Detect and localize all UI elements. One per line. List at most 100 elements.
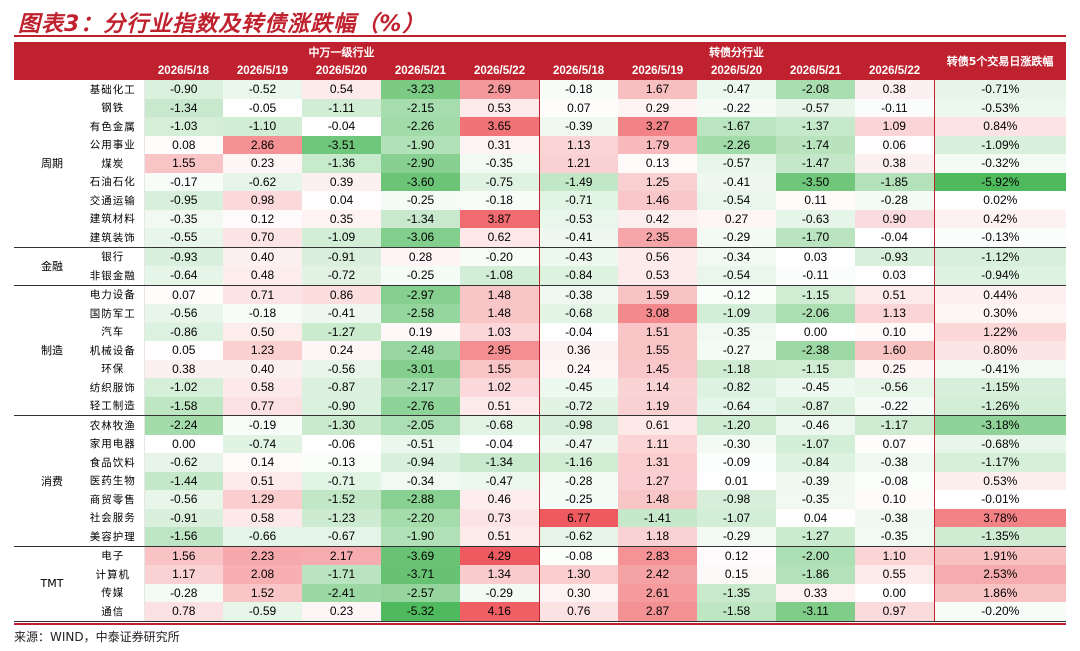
industry-label: 电子 <box>82 546 145 565</box>
source-note: 来源：WIND，中泰证券研究所 <box>14 630 180 644</box>
industry-label: 煤炭 <box>82 154 145 173</box>
index-change-cell: -1.90 <box>381 135 460 154</box>
index-change-cell: -0.67 <box>302 527 381 547</box>
index-change-cell: -0.25 <box>381 266 460 286</box>
bond-change-cell: 0.55 <box>855 565 935 584</box>
index-change-cell: 0.46 <box>460 490 540 509</box>
bond-change-cell: -0.41 <box>697 172 777 191</box>
header-date: 2026/5/20 <box>302 61 381 80</box>
bond-change-cell: 0.76 <box>538 602 619 622</box>
index-change-cell: -0.25 <box>381 191 460 210</box>
index-change-cell: -0.18 <box>460 191 540 210</box>
industry-label: 基础化工 <box>82 80 145 99</box>
index-change-cell: -2.90 <box>381 154 460 173</box>
table-row: 传媒 -0.28 1.52 -2.41 -2.57 -0.29 0.30 2.61 -1.35 0… <box>14 583 1067 602</box>
industry-label: 纺织服饰 <box>82 378 145 397</box>
bond-change-cell: 0.30 <box>538 583 619 602</box>
index-change-cell: -0.20 <box>460 247 540 266</box>
bond-change-cell: -1.67 <box>697 117 777 136</box>
bond-change-cell: 0.33 <box>776 583 856 602</box>
table-row: 金融 银行 -0.93 0.40 -0.91 0.28 -0.20 -0.43 0.56 -0.3… <box>14 247 1067 286</box>
week-change-cell: 0.53% <box>933 471 1067 490</box>
index-change-cell: 2.23 <box>223 546 302 565</box>
industry-label: 轻工制造 <box>82 396 145 416</box>
index-change-cell: -0.94 <box>381 453 460 472</box>
bond-change-cell: -0.25 <box>538 490 619 509</box>
index-change-cell: 0.05 <box>144 341 223 360</box>
bond-change-cell: 2.83 <box>618 546 698 565</box>
sector-label: 消费 <box>22 415 82 547</box>
bond-change-cell: -0.93 <box>855 247 935 266</box>
index-change-cell: -2.41 <box>302 583 381 602</box>
industry-label: 石油石化 <box>82 172 145 191</box>
index-change-cell: 1.03 <box>460 322 540 341</box>
table-row: 食品饮料 -0.62 0.14 -0.13 -0.94 -1.34 -1.16 1.31 -0.… <box>14 453 1067 472</box>
week-change-cell: 2.53% <box>933 565 1067 584</box>
bond-change-cell: 1.10 <box>855 546 935 565</box>
week-change-cell: -1.35% <box>933 527 1067 547</box>
index-change-cell: 2.95 <box>460 341 540 360</box>
bond-change-cell: 0.29 <box>618 98 698 117</box>
index-change-cell: 0.86 <box>302 285 381 304</box>
index-change-cell: 0.58 <box>223 508 302 527</box>
index-change-cell: -3.69 <box>381 546 460 565</box>
index-change-cell: -0.17 <box>144 172 223 191</box>
index-change-cell: -0.62 <box>223 172 302 191</box>
bond-change-cell: -0.18 <box>538 80 619 99</box>
index-change-cell: -1.10 <box>223 117 302 136</box>
index-change-cell: 0.24 <box>302 341 381 360</box>
industry-label: 公用事业 <box>82 135 145 154</box>
bond-change-cell: -0.98 <box>697 490 777 509</box>
index-change-cell: -1.34 <box>144 98 223 117</box>
row-tick <box>14 191 22 210</box>
bond-change-cell: -1.07 <box>697 508 777 527</box>
bond-change-cell: -0.45 <box>538 378 619 397</box>
table-container: 中万一级行业 转债分行业 转债5个交易日涨跌幅 2026/5/18 2026/5… <box>14 42 1067 622</box>
bond-change-cell: -1.20 <box>697 415 777 435</box>
index-change-cell: 0.51 <box>223 471 302 490</box>
bond-change-cell: -0.39 <box>538 117 619 136</box>
bond-change-cell: -0.11 <box>776 266 856 286</box>
bond-change-cell: -1.85 <box>855 172 935 191</box>
bond-change-cell: -0.11 <box>855 98 935 117</box>
bond-change-cell: -0.38 <box>855 453 935 472</box>
bond-change-cell: -0.82 <box>697 378 777 397</box>
table-row: 有色金属 -1.03 -1.10 -0.04 -2.26 3.65 -0.39 3.27 -1.… <box>14 117 1067 136</box>
index-change-cell: 0.31 <box>460 135 540 154</box>
bond-change-cell: -0.28 <box>538 471 619 490</box>
bond-change-cell: 1.59 <box>618 285 698 304</box>
bond-change-cell: -1.07 <box>776 434 856 453</box>
bond-change-cell: -1.15 <box>776 285 856 304</box>
industry-label: 电力设备 <box>82 285 145 304</box>
week-change-cell: -0.94% <box>933 266 1067 286</box>
bond-change-cell: -0.34 <box>697 247 777 266</box>
table-row: 非银金融 -0.64 0.48 -0.72 -0.25 -1.08 -0.84 0.53 -0.… <box>14 266 1067 286</box>
index-change-cell: -0.04 <box>302 117 381 136</box>
row-tick <box>14 490 22 509</box>
bond-change-cell: 0.38 <box>855 154 935 173</box>
row-tick <box>14 285 22 304</box>
table-row: 通信 0.78 -0.59 0.23 -5.32 4.16 0.76 2.87 -1.58 -3.… <box>14 602 1067 622</box>
bond-change-cell: -1.16 <box>538 453 619 472</box>
table-row: 交通运输 -0.95 0.98 0.04 -0.25 -0.18 -0.71 1.46 -0.5… <box>14 191 1067 210</box>
bond-change-cell: 3.27 <box>618 117 698 136</box>
bond-change-cell: 0.15 <box>697 565 777 584</box>
bond-change-cell: -0.64 <box>697 396 777 416</box>
table-row: 国防军工 -0.56 -0.18 -0.41 -2.58 1.48 -0.68 3.08 -1.… <box>14 304 1067 323</box>
bond-change-cell: 1.19 <box>618 396 698 416</box>
title-bar: 图表3：分行业指数及转债涨跌幅（%） <box>0 0 1080 37</box>
row-tick <box>14 323 22 342</box>
header-date: 2026/5/19 <box>223 61 302 80</box>
bond-change-cell: 0.90 <box>855 209 935 228</box>
table-row: 美容护理 -1.56 -0.66 -0.67 -1.90 0.51 -0.62 1.18 -0.… <box>14 527 1067 547</box>
index-change-cell: 1.02 <box>460 378 540 397</box>
header-blank <box>14 61 144 80</box>
bond-change-cell: -0.62 <box>538 527 619 547</box>
row-tick <box>14 396 22 416</box>
row-tick <box>14 247 22 266</box>
row-tick <box>14 527 22 547</box>
week-change-cell: -0.68% <box>933 434 1067 453</box>
table-row: 机械设备 0.05 1.23 0.24 -2.48 2.95 0.36 1.55 -0.27 -2… <box>14 341 1067 360</box>
week-change-cell: 0.42% <box>933 209 1067 228</box>
week-change-cell: -0.01% <box>933 490 1067 509</box>
